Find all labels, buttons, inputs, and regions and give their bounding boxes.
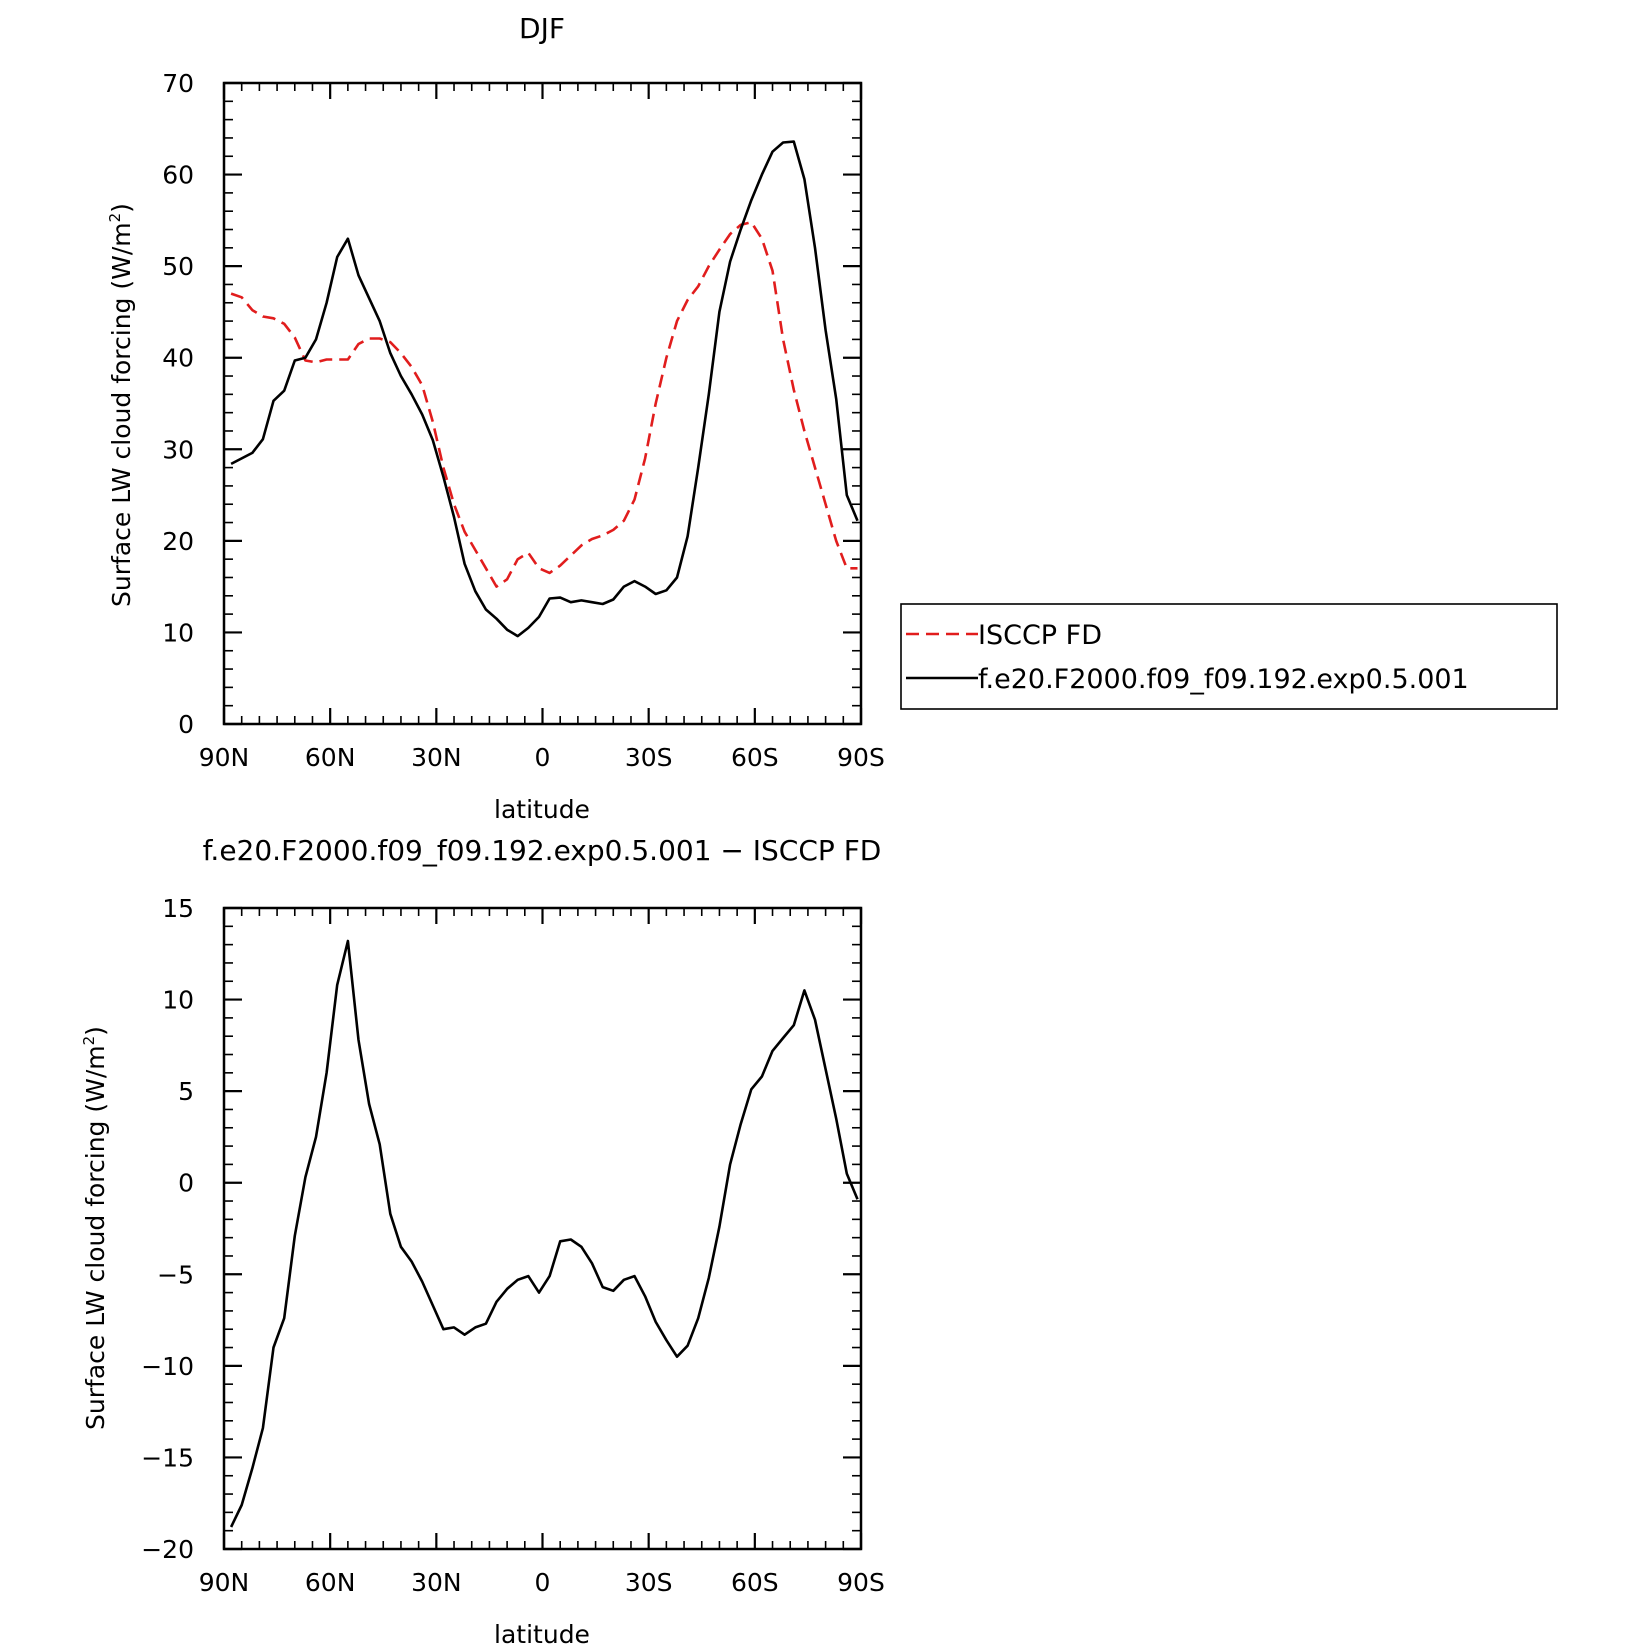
bottom-chart-y-axis-title: Surface LW cloud forcing (W/m2) [80,1026,110,1430]
top-y-tick-label: 70 [162,69,194,98]
bottom-y-tick-label: −20 [141,1535,194,1564]
top-y-tick-label: 50 [162,252,194,281]
bottom-chart-x-axis-title: latitude [494,1620,590,1649]
bottom-x-tick-label: 30S [625,1568,673,1597]
top-y-tick-label: 60 [162,161,194,190]
top-y-axis-title-superscript: 2 [106,213,124,223]
top-x-tick-label: 60S [731,743,779,772]
bottom-series-line-1 [229,939,859,1528]
bottom-x-tick-label: 60N [305,1568,356,1597]
top-y-tick-label: 40 [162,344,194,373]
bottom-chart-axes: 90N 60N 30N 0 30S 60S 90S −20 −15 −10 −5 0 5 10 15 [141,894,885,1597]
bottom-x-tick-label: 90S [837,1568,885,1597]
top-y-tick-label: 0 [178,710,194,739]
svg-text:Surface LW cloud forcing (W/m2: Surface LW cloud forcing (W/m2) [106,203,136,607]
top-chart-plot-frame [222,81,863,726]
bottom-y-tick-label: 10 [162,986,194,1015]
bottom-y-tick-label: 0 [178,1169,194,1198]
top-y-axis-title-text: Surface LW cloud forcing (W/m [107,222,136,607]
bottom-y-axis-title-text: Surface LW cloud forcing (W/m [81,1045,110,1430]
bottom-chart-plot-frame [222,906,863,1551]
bottom-chart-title: f.e20.F2000.f09_f09.192.exp0.5.001 − ISC… [203,834,882,867]
top-chart: DJF Surface LW cloud forcing (W/m2) lati… [106,12,885,824]
bottom-x-tick-label: 90N [199,1568,250,1597]
legend-label-model: f.e20.F2000.f09_f09.192.exp0.5.001 [978,664,1469,695]
bottom-x-tick-label: 60S [731,1568,779,1597]
top-x-tick-label: 0 [535,743,551,772]
legend-box [900,603,1558,710]
bottom-x-tick-label: 30N [411,1568,462,1597]
svg-text:Surface LW cloud forcing (W/m2: Surface LW cloud forcing (W/m2) [80,1026,110,1430]
bottom-y-tick-label: 5 [178,1077,194,1106]
top-series-line-2 [230,140,859,638]
top-chart-y-axis-title: Surface LW cloud forcing (W/m2) [106,203,136,607]
top-chart-axes: 90N 60N 30N 0 30S 60S 90S 0 10 20 30 40 50 60 70 [162,69,885,772]
top-x-tick-label: 60N [305,743,356,772]
top-x-tick-label: 90N [199,743,250,772]
top-y-tick-label: 30 [162,435,194,464]
legend-label-isccp: ISCCP FD [978,620,1102,651]
bottom-y-tick-label: −10 [141,1352,194,1381]
top-x-tick-label: 30N [411,743,462,772]
top-series-line-1 [230,220,858,588]
legend: ISCCP FD f.e20.F2000.f09_f09.192.exp0.5.… [900,603,1558,710]
top-y-axis-title-close: ) [107,203,136,213]
bottom-y-axis-title-superscript: 2 [80,1036,98,1046]
top-chart-series [230,140,859,638]
bottom-y-tick-label: −5 [157,1260,194,1289]
bottom-x-tick-label: 0 [535,1568,551,1597]
bottom-y-tick-label: −15 [141,1443,194,1472]
top-y-tick-label: 20 [162,527,194,556]
top-y-tick-label: 10 [162,618,194,647]
bottom-y-axis-title-close: ) [81,1026,110,1036]
top-chart-title: DJF [519,12,565,45]
bottom-y-tick-label: 15 [162,894,194,923]
bottom-chart: f.e20.F2000.f09_f09.192.exp0.5.001 − ISC… [80,834,885,1649]
top-x-tick-label: 30S [625,743,673,772]
top-chart-x-axis-title: latitude [494,795,590,824]
top-x-tick-label: 90S [837,743,885,772]
bottom-chart-series [229,939,859,1528]
